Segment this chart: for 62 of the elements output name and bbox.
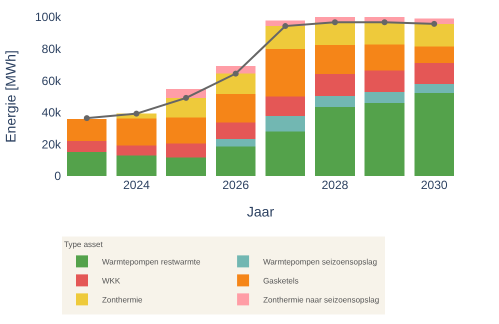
bar (116, 145, 156, 156)
x-tick-label: 2024 (123, 178, 150, 192)
y-tick-label: 100k (34, 10, 62, 24)
x-tick-label: 2030 (420, 178, 448, 192)
bar (265, 116, 306, 132)
bar (414, 24, 454, 46)
legend-label: Zonthermie naar seizoensopslag (263, 295, 380, 304)
legend-label: Warmtepompen seizoensopslag (263, 257, 378, 266)
point (382, 19, 388, 26)
bar (216, 146, 256, 176)
bar (265, 48, 306, 96)
legend-label: Warmtepompen restwarmte (102, 257, 201, 266)
legend-title: Type asset (64, 240, 104, 249)
y-tick-label: 0 (54, 169, 62, 184)
bar (216, 94, 256, 122)
point (431, 20, 438, 27)
point (332, 19, 338, 26)
bar (166, 157, 206, 176)
bar (315, 44, 355, 74)
point (282, 23, 288, 30)
bar (116, 155, 156, 176)
bar (315, 96, 355, 107)
bar (216, 138, 256, 146)
y-axis-title: Energie [MWh] (2, 50, 19, 143)
bar (66, 152, 107, 176)
bar (216, 122, 256, 139)
x-tick-label: 2026 (222, 178, 250, 192)
point (183, 94, 190, 101)
bar (414, 46, 454, 64)
bar (66, 118, 107, 142)
bar (364, 92, 404, 104)
bar (364, 22, 404, 45)
x-axis-title: Jaar (246, 203, 274, 220)
y-tick-label: 80k (42, 42, 62, 56)
bar (66, 141, 107, 152)
bar (166, 98, 206, 118)
point (232, 70, 239, 77)
bar (166, 117, 206, 144)
bar (315, 106, 355, 176)
legend-label: Gasketels (263, 276, 299, 286)
bar (166, 144, 206, 158)
bar (364, 103, 404, 176)
bar (116, 118, 156, 146)
bar (265, 131, 306, 176)
bar (315, 74, 355, 96)
bar (414, 93, 454, 176)
legend-label: WKK (102, 276, 121, 286)
point (133, 110, 140, 117)
bar (364, 70, 404, 92)
legend-label: Zonthermie (102, 295, 144, 304)
bar (364, 44, 404, 71)
bar (414, 84, 454, 94)
bar (315, 22, 355, 45)
x-tick-label: 2028 (322, 178, 349, 192)
bar (265, 26, 306, 49)
y-tick-label: 20k (42, 137, 62, 152)
bar (216, 74, 256, 94)
bar (265, 96, 306, 116)
point (84, 115, 90, 122)
y-tick-label: 40k (42, 106, 62, 120)
bar (414, 63, 454, 84)
y-tick-label: 60k (42, 74, 62, 88)
